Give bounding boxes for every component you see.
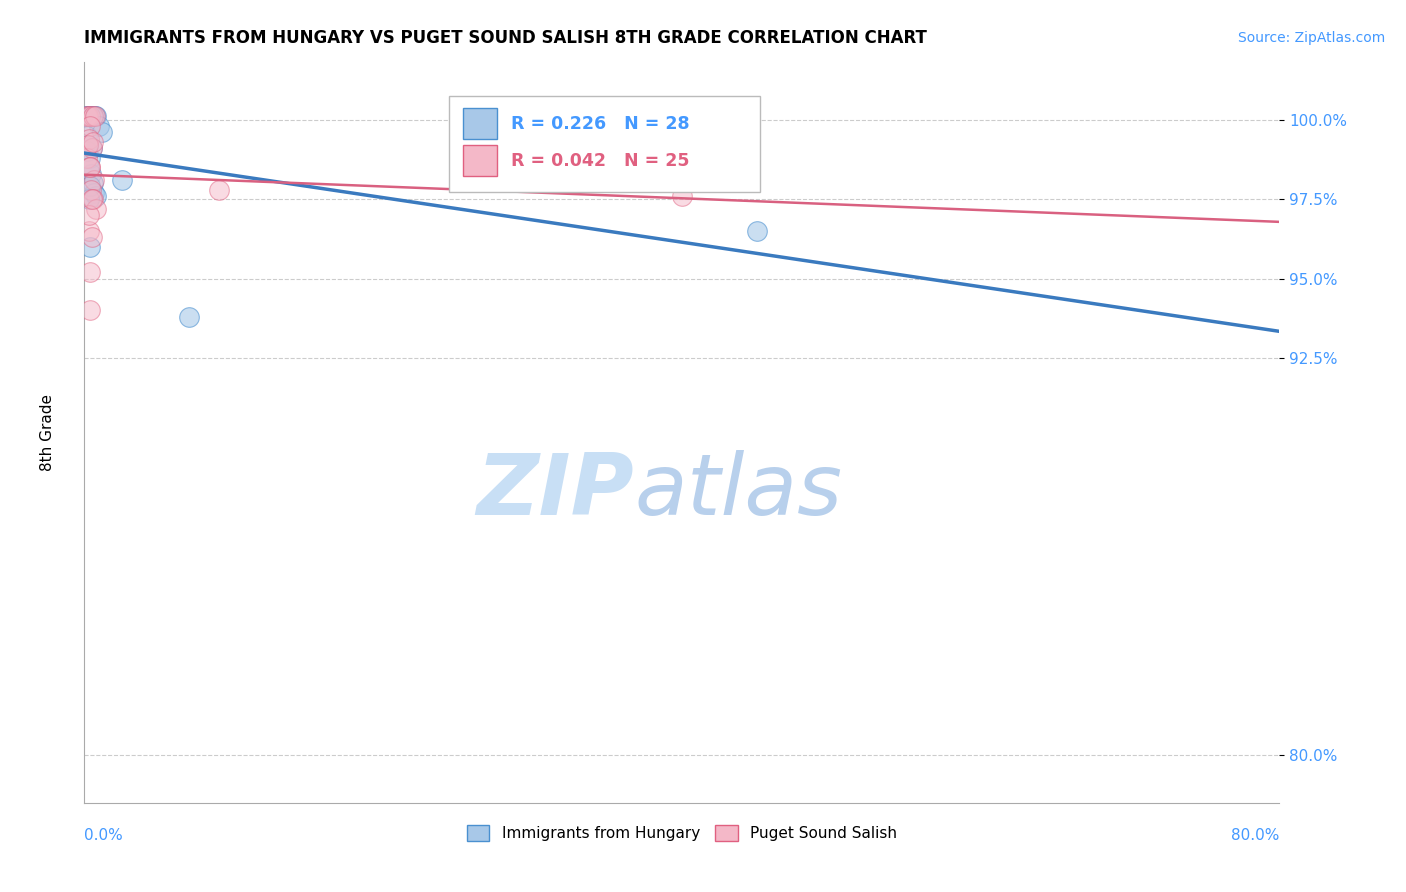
- Point: [77, 138, 100, 153]
- Point: [80, 192, 103, 206]
- Text: Source: ZipAtlas.com: Source: ZipAtlas.com: [1237, 31, 1385, 45]
- Point: [80, 141, 103, 155]
- Point: [79, 110, 101, 124]
- Point: [84, 202, 107, 216]
- Point: [82, 176, 104, 190]
- Point: [208, 182, 231, 196]
- Text: IMMIGRANTS FROM HUNGARY VS PUGET SOUND SALISH 8TH GRADE CORRELATION CHART: IMMIGRANTS FROM HUNGARY VS PUGET SOUND S…: [84, 29, 927, 47]
- Point: [79, 119, 101, 133]
- Point: [82, 192, 104, 206]
- Point: [77, 138, 100, 153]
- Point: [177, 310, 200, 324]
- Point: [83, 110, 105, 124]
- Point: [77, 208, 100, 222]
- FancyBboxPatch shape: [463, 108, 496, 139]
- Point: [76, 110, 98, 124]
- Point: [80, 110, 103, 124]
- Text: atlas: atlas: [634, 450, 842, 533]
- Text: 8th Grade: 8th Grade: [39, 394, 55, 471]
- Point: [77, 110, 100, 124]
- Point: [111, 173, 134, 187]
- Point: [83, 110, 105, 124]
- Point: [77, 192, 100, 206]
- Point: [91, 125, 114, 139]
- Point: [76, 145, 98, 159]
- Point: [80, 141, 103, 155]
- Point: [79, 151, 101, 165]
- Point: [77, 161, 100, 175]
- Point: [79, 110, 101, 124]
- Point: [79, 161, 101, 175]
- Text: 80.0%: 80.0%: [1232, 828, 1279, 843]
- Point: [80, 230, 103, 244]
- FancyBboxPatch shape: [449, 95, 759, 192]
- Point: [79, 265, 101, 279]
- Point: [745, 224, 768, 238]
- Point: [76, 110, 98, 124]
- Point: [77, 110, 100, 124]
- Point: [76, 110, 98, 124]
- Point: [76, 128, 98, 143]
- Text: ZIP: ZIP: [477, 450, 634, 533]
- Point: [79, 240, 101, 254]
- Point: [76, 151, 98, 165]
- Point: [77, 131, 100, 145]
- Point: [79, 179, 101, 194]
- Point: [79, 303, 101, 318]
- Point: [84, 189, 107, 203]
- FancyBboxPatch shape: [463, 145, 496, 177]
- Point: [80, 182, 103, 196]
- Text: R = 0.226   N = 28: R = 0.226 N = 28: [510, 115, 689, 133]
- Point: [82, 135, 104, 149]
- Point: [671, 189, 693, 203]
- Point: [80, 167, 103, 181]
- Point: [82, 110, 104, 124]
- Text: 0.0%: 0.0%: [84, 828, 124, 843]
- Legend: Immigrants from Hungary, Puget Sound Salish: Immigrants from Hungary, Puget Sound Sal…: [460, 819, 904, 847]
- Point: [86, 110, 108, 124]
- Point: [77, 224, 100, 238]
- Point: [79, 161, 101, 175]
- Point: [89, 119, 111, 133]
- Text: R = 0.042   N = 25: R = 0.042 N = 25: [510, 152, 689, 169]
- Point: [77, 110, 100, 124]
- Point: [83, 186, 105, 200]
- Point: [79, 110, 101, 124]
- Point: [82, 110, 104, 124]
- Point: [83, 173, 105, 187]
